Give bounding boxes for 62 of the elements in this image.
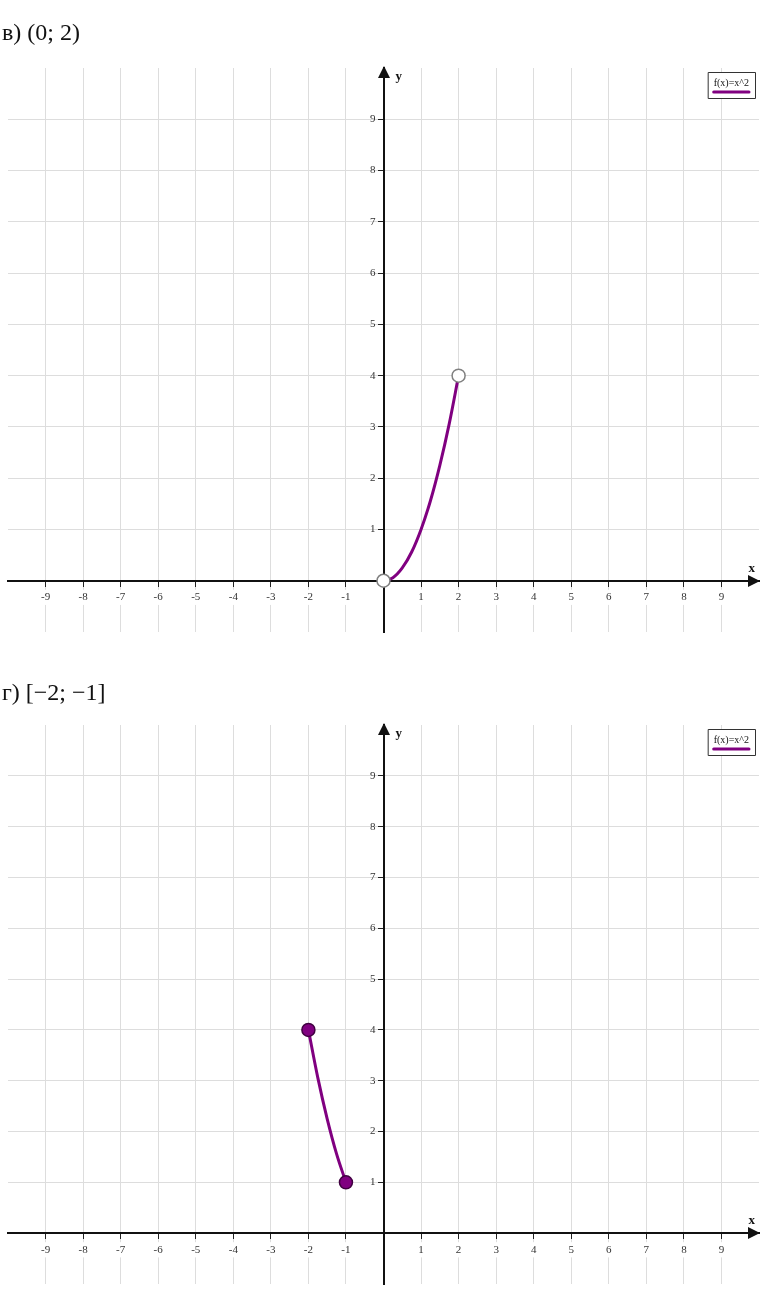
x-tick-label: -9: [40, 590, 51, 603]
x-tick-label: -7: [116, 590, 126, 603]
x-axis-title: x: [748, 1212, 756, 1228]
x-tick-label: 5: [568, 1242, 575, 1255]
x-tick-label: 2: [455, 1242, 462, 1255]
x-tick-label: 7: [643, 1242, 650, 1255]
y-tick-label: 5: [370, 317, 376, 330]
y-tick-label: 2: [370, 471, 376, 484]
text: f(x)=x^2: [713, 733, 750, 746]
x-tick-label: -4: [228, 1242, 239, 1255]
x-tick-label: 9: [718, 1242, 725, 1255]
x-tick-label: 5: [568, 590, 575, 603]
y-tick-label: 9: [370, 768, 376, 781]
y-tick-label: 6: [370, 265, 376, 278]
y-tick-label: 4: [370, 368, 376, 381]
x-axis-title: x: [748, 559, 756, 575]
chart-title: г) [−2; −1]: [2, 678, 106, 706]
x-tick-label: -8: [78, 590, 89, 603]
x-tick-label: -1: [341, 590, 351, 603]
x-tick-label: -2: [303, 1242, 313, 1255]
x-tick-label: 8: [681, 1242, 688, 1255]
x-tick-label: -8: [78, 1242, 89, 1255]
x-tick-label: -6: [153, 590, 164, 603]
x-tick-label: 6: [606, 590, 613, 603]
y-tick-label: 4: [370, 1022, 376, 1035]
x-tick-label: -2: [303, 590, 313, 603]
x-tick-label: 1: [418, 590, 424, 603]
chart-title: в) (0; 2): [2, 18, 80, 46]
y-tick-label: 3: [370, 1073, 376, 1086]
y-axis-title: y: [395, 67, 403, 83]
x-tick-label: 2: [455, 590, 462, 603]
x-tick-label: -4: [228, 590, 239, 603]
x-tick-label: -7: [116, 1242, 126, 1255]
x-tick-label: 4: [530, 590, 537, 603]
y-axis-title: y: [395, 724, 403, 740]
x-tick-label: 3: [493, 1242, 500, 1255]
x-tick-label: -1: [341, 1242, 351, 1255]
y-tick-label: 3: [370, 419, 376, 432]
text: f(x)=x^2: [713, 76, 750, 89]
x-tick-label: 6: [606, 1242, 613, 1255]
x-tick-label: 1: [418, 1242, 424, 1255]
x-tick-label: 7: [643, 590, 650, 603]
x-tick-label: 9: [718, 590, 725, 603]
x-tick-label: -3: [266, 590, 276, 603]
x-tick-label: 4: [530, 1242, 537, 1255]
y-tick-label: 1: [370, 522, 376, 535]
x-tick-label: -9: [40, 1242, 51, 1255]
x-tick-label: -5: [191, 1242, 201, 1255]
y-tick-label: 6: [370, 921, 376, 934]
x-tick-label: -3: [266, 1242, 276, 1255]
y-tick-label: 8: [370, 163, 376, 176]
x-tick-label: 8: [681, 590, 688, 603]
y-tick-label: 8: [370, 819, 376, 832]
y-tick-label: 7: [370, 214, 376, 227]
x-tick-label: -5: [191, 590, 201, 603]
y-tick-label: 7: [370, 870, 376, 883]
y-tick-label: 1: [370, 1175, 376, 1188]
y-tick-label: 9: [370, 112, 376, 125]
y-tick-label: 2: [370, 1124, 376, 1137]
x-tick-label: 3: [493, 590, 500, 603]
y-tick-label: 5: [370, 971, 376, 984]
x-tick-label: -6: [153, 1242, 164, 1255]
